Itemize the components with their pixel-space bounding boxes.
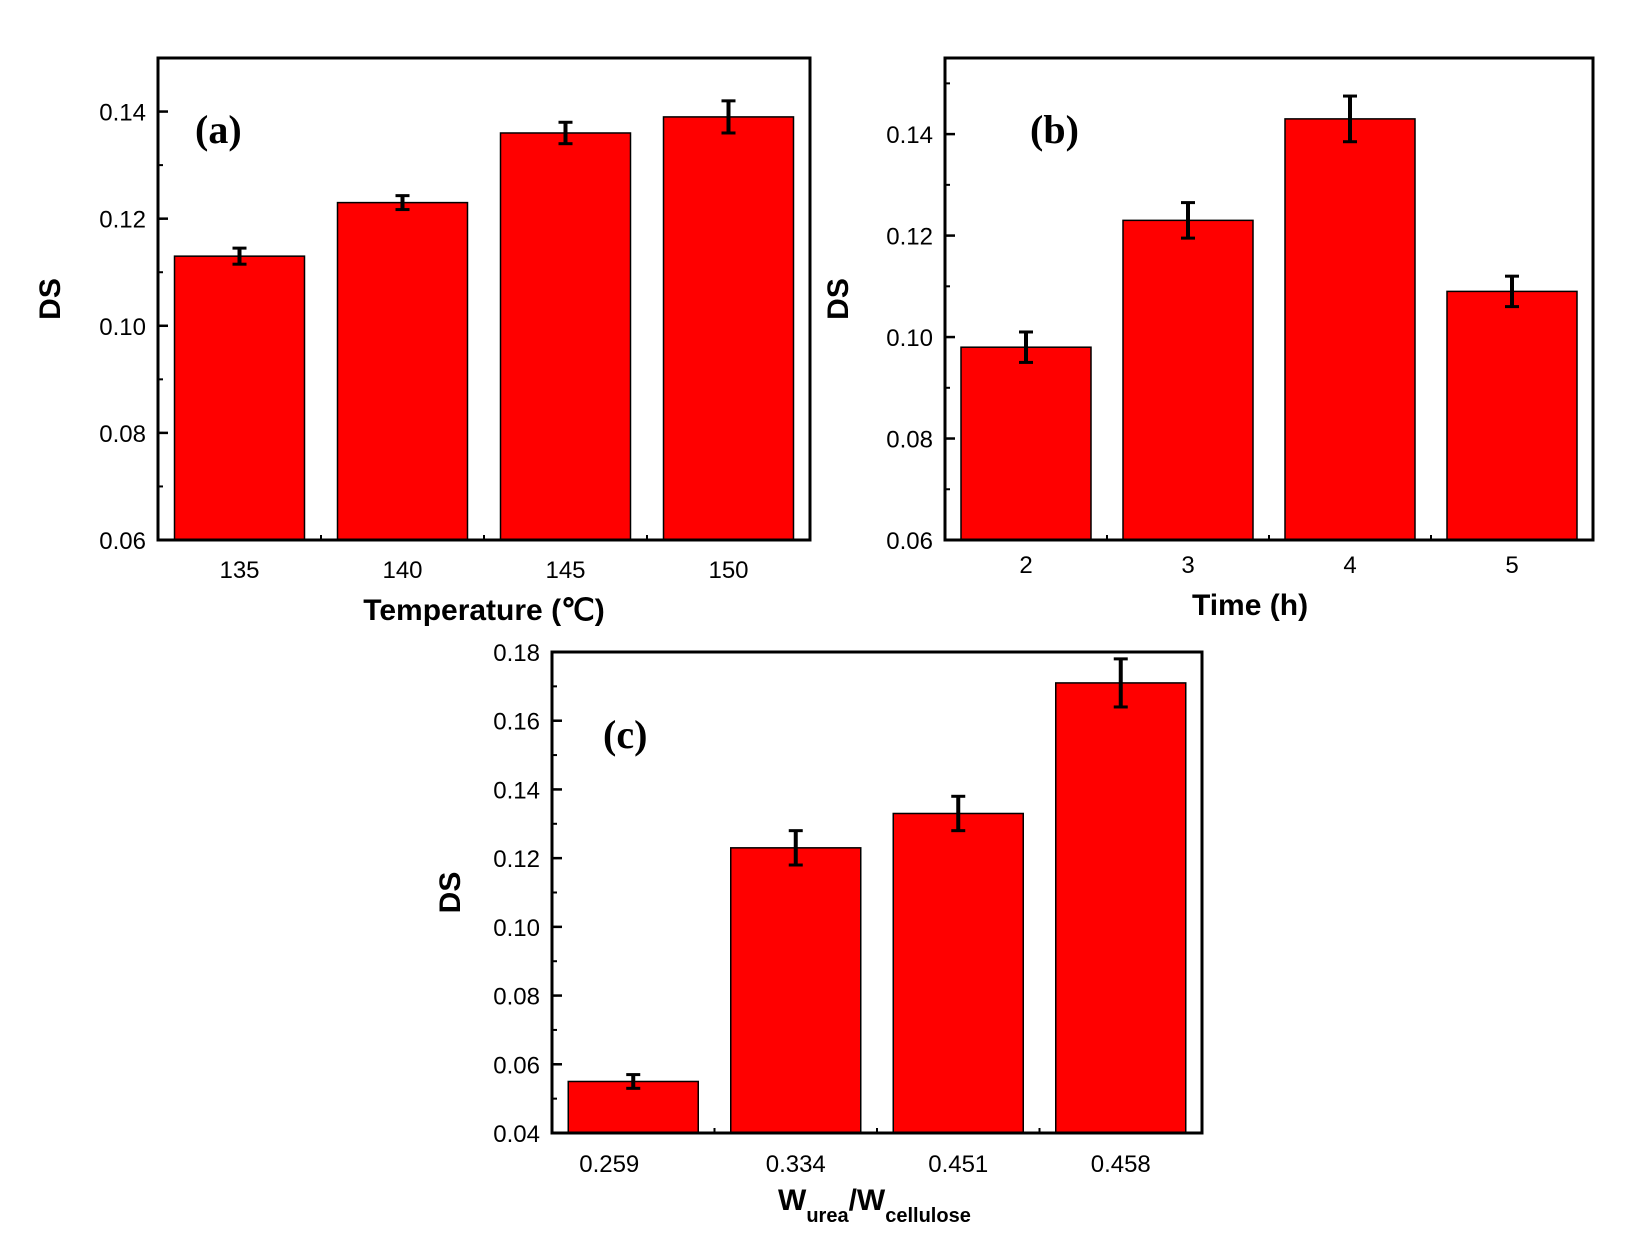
- bar-b-2: [1284, 118, 1416, 541]
- x-axis-title-c: Wurea/Wcellulose: [778, 1184, 971, 1227]
- chart-panel-a: 0.06 0.08 0.10 0.12 0.14 135 140 145 150 DS Temper…: [34, 56, 812, 627]
- error-bar-b-2: [1343, 94, 1357, 144]
- x-tick-label-a-0: 135: [219, 557, 259, 584]
- y-tick-label-b-2: 0.10: [886, 325, 933, 352]
- bar-b-1: [1122, 219, 1254, 541]
- error-bar-a-0: [232, 246, 247, 266]
- error-bar-b-3: [1505, 274, 1519, 309]
- chart-panel-c: 0.04 0.06 0.08 0.10 0.12 0.14 0.16 0.18 0.259 0.3…: [434, 640, 1204, 1227]
- error-bar-c-0: [626, 1073, 641, 1090]
- x-axis-title-b: Time (h): [1192, 589, 1308, 622]
- x-axis-title-subscript: cellulose: [885, 1205, 971, 1227]
- error-bar-b-1: [1181, 201, 1195, 240]
- y-tick-label-b-0: 0.06: [886, 528, 933, 555]
- y-tick-label-c-5: 0.14: [493, 777, 540, 804]
- x-axis-title-part: /W: [849, 1184, 886, 1217]
- panel-label-c: (c): [603, 712, 647, 757]
- x-tick-label-a-1: 140: [382, 557, 422, 584]
- error-bar-a-3: [721, 99, 736, 135]
- y-tick-label-a-4: 0.14: [99, 100, 146, 127]
- y-tick-label-a-0: 0.06: [99, 528, 146, 555]
- panel-label-b: (b): [1030, 107, 1079, 152]
- x-tick-label-c-1: 0.334: [766, 1151, 826, 1178]
- bar-c-1: [730, 847, 862, 1134]
- error-bar-a-2: [558, 120, 573, 146]
- y-tick-label-c-0: 0.04: [493, 1121, 540, 1148]
- y-axis-title-c: DS: [434, 872, 467, 914]
- y-tick-label-c-3: 0.10: [493, 915, 540, 942]
- bar-a-2: [499, 132, 632, 541]
- x-tick-label-c-0: 0.259: [579, 1151, 639, 1178]
- bar-c-2: [892, 812, 1024, 1134]
- y-tick-label-b-4: 0.14: [886, 122, 933, 149]
- y-tick-label-c-1: 0.06: [493, 1052, 540, 1079]
- x-tick-label-b-2: 4: [1343, 552, 1356, 579]
- y-axis-title-b: DS: [822, 278, 855, 320]
- bar-a-1: [336, 201, 469, 541]
- bar-b-0: [960, 346, 1092, 541]
- panel-label-a: (a): [195, 107, 242, 152]
- x-tick-label-b-1: 3: [1181, 552, 1194, 579]
- error-bar-c-2: [951, 794, 966, 833]
- bar-a-0: [173, 255, 306, 541]
- x-axis-title-a: Temperature (℃): [363, 594, 605, 627]
- x-tick-label-a-3: 150: [708, 557, 748, 584]
- y-tick-label-a-2: 0.10: [99, 314, 146, 341]
- y-tick-label-c-2: 0.08: [493, 984, 540, 1011]
- x-tick-label-b-3: 5: [1505, 552, 1518, 579]
- x-tick-label-c-2: 0.451: [928, 1151, 988, 1178]
- chart-panel-b: 0.06 0.08 0.10 0.12 0.14 2 3 4 5 DS Time (h) (b): [822, 56, 1595, 622]
- bar-a-3: [662, 116, 795, 541]
- bar-c-3: [1055, 682, 1187, 1134]
- x-axis-title-part: W: [778, 1184, 807, 1217]
- x-tick-label-a-2: 145: [545, 557, 585, 584]
- x-axis-title-subscript: urea: [806, 1205, 849, 1227]
- y-tick-label-c-4: 0.12: [493, 846, 540, 873]
- x-tick-label-c-3: 0.458: [1091, 1151, 1151, 1178]
- error-bar-c-1: [788, 829, 803, 867]
- y-tick-label-a-3: 0.12: [99, 207, 146, 234]
- y-axis-title-a: DS: [34, 278, 67, 320]
- y-tick-label-c-7: 0.18: [493, 640, 540, 667]
- y-tick-label-a-1: 0.08: [99, 421, 146, 448]
- y-tick-label-b-1: 0.08: [886, 427, 933, 454]
- error-bar-c-3: [1113, 657, 1128, 709]
- bar-b-3: [1446, 290, 1578, 541]
- error-bar-a-1: [395, 194, 410, 212]
- x-tick-label-b-0: 2: [1019, 552, 1032, 579]
- bar-c-0: [567, 1080, 699, 1134]
- y-tick-label-c-6: 0.16: [493, 709, 540, 736]
- y-tick-label-b-3: 0.12: [886, 224, 933, 251]
- error-bar-b-0: [1019, 330, 1033, 364]
